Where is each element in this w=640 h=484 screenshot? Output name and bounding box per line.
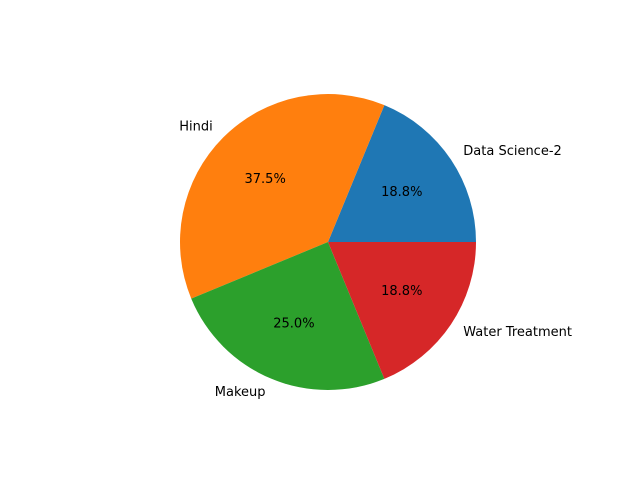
- pie-slice-data-science-2: [328, 105, 476, 242]
- pie-percent-label-hindi: 37.5%: [245, 172, 286, 187]
- pie-slice-makeup: [191, 242, 385, 390]
- pie-category-label-hindi: Hindi: [179, 119, 213, 134]
- pie-category-label-water-treatment: Water Treatment: [463, 325, 572, 340]
- pie-slice-water-treatment: [328, 242, 476, 379]
- pie-percent-label-makeup: 25.0%: [273, 317, 314, 332]
- pie-labels: 18.8% Data Science-2 37.5% Hindi 25.0% Makeup…: [179, 119, 572, 399]
- pie-category-label-makeup: Makeup: [215, 385, 266, 400]
- pie-slices: [179, 93, 476, 390]
- pie-slice-hindi: [179, 93, 385, 299]
- pie-percent-label-water-treatment: 18.8%: [381, 284, 422, 299]
- pie-category-label-data-science-2: Data Science-2: [463, 144, 562, 159]
- pie-percent-label-data-science-2: 18.8%: [381, 185, 422, 200]
